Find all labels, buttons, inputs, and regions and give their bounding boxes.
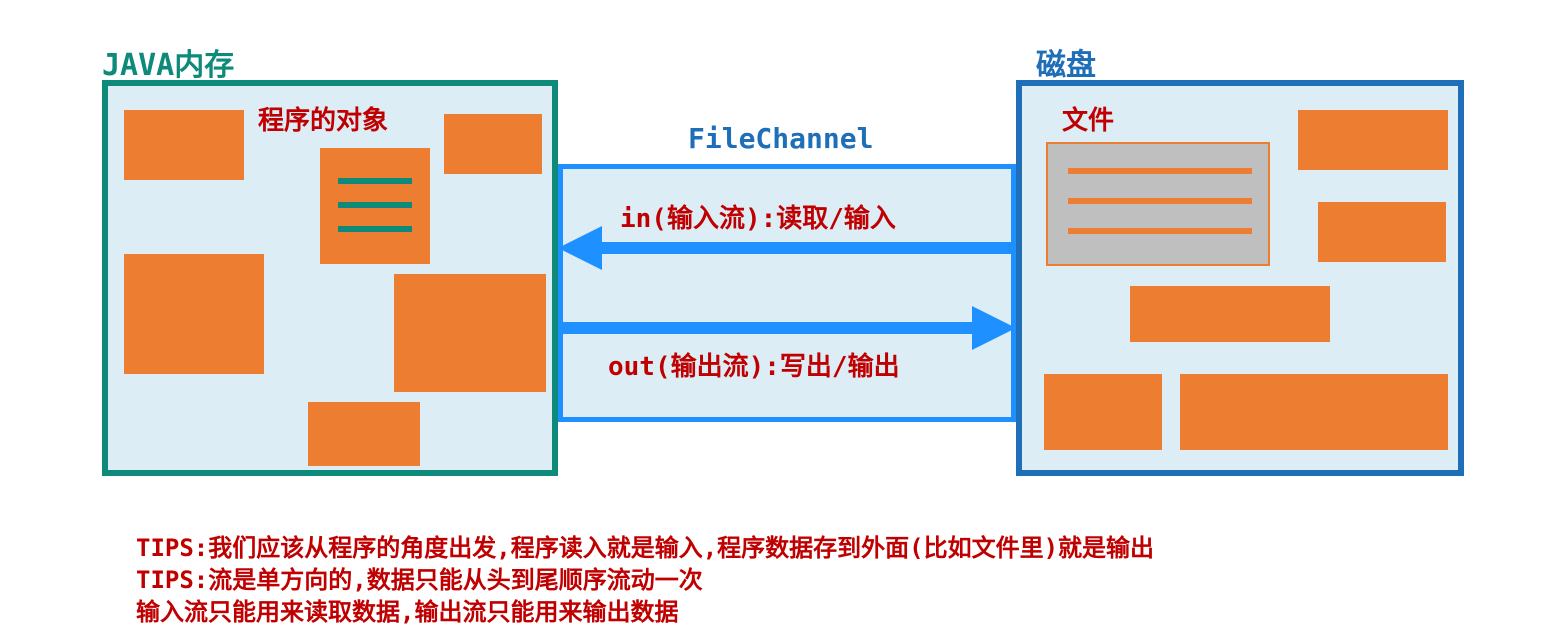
tips-line-1: TIPS:我们应该从程序的角度出发,程序读入就是输入,程序数据存到外面(比如文件… [136, 528, 1154, 563]
left-inner-label: 程序的对象 [258, 100, 388, 137]
channel-title: FileChannel [688, 122, 873, 155]
stripe [338, 178, 412, 184]
stripe [338, 202, 412, 208]
right-block [1180, 374, 1448, 450]
arrow-out-text: out(输出流):写出/输出 [608, 352, 900, 382]
left-block [308, 402, 420, 466]
right-inner-label: 文件 [1062, 100, 1114, 137]
file-stripe [1068, 228, 1252, 234]
file-stripe [1068, 198, 1252, 204]
left-block-striped [320, 148, 430, 264]
left-block [394, 274, 546, 392]
arrow-out-label: out(输出流):写出/输出 [608, 346, 900, 383]
arrow-in-text: in(输入流):读取/输入 [620, 204, 896, 234]
tips-line-3: 输入流只能用来读取数据,输出流只能用来输出数据 [136, 592, 678, 627]
left-block [444, 114, 542, 174]
tips-line-2: TIPS:流是单方向的,数据只能从头到尾顺序流动一次 [136, 560, 703, 595]
right-block [1044, 374, 1162, 450]
left-panel: 程序的对象 [102, 80, 558, 476]
left-panel-title: JAVA内存 [102, 40, 234, 84]
right-panel-title: 磁盘 [1036, 40, 1096, 84]
file-box [1046, 142, 1270, 266]
stripe [338, 226, 412, 232]
file-stripe [1068, 168, 1252, 174]
right-block [1318, 202, 1446, 262]
arrow-in-label: in(输入流):读取/输入 [620, 198, 896, 235]
left-block [124, 110, 244, 180]
right-block [1130, 286, 1330, 342]
right-block [1298, 110, 1448, 170]
left-block [124, 254, 264, 374]
right-panel: 文件 [1016, 80, 1464, 476]
